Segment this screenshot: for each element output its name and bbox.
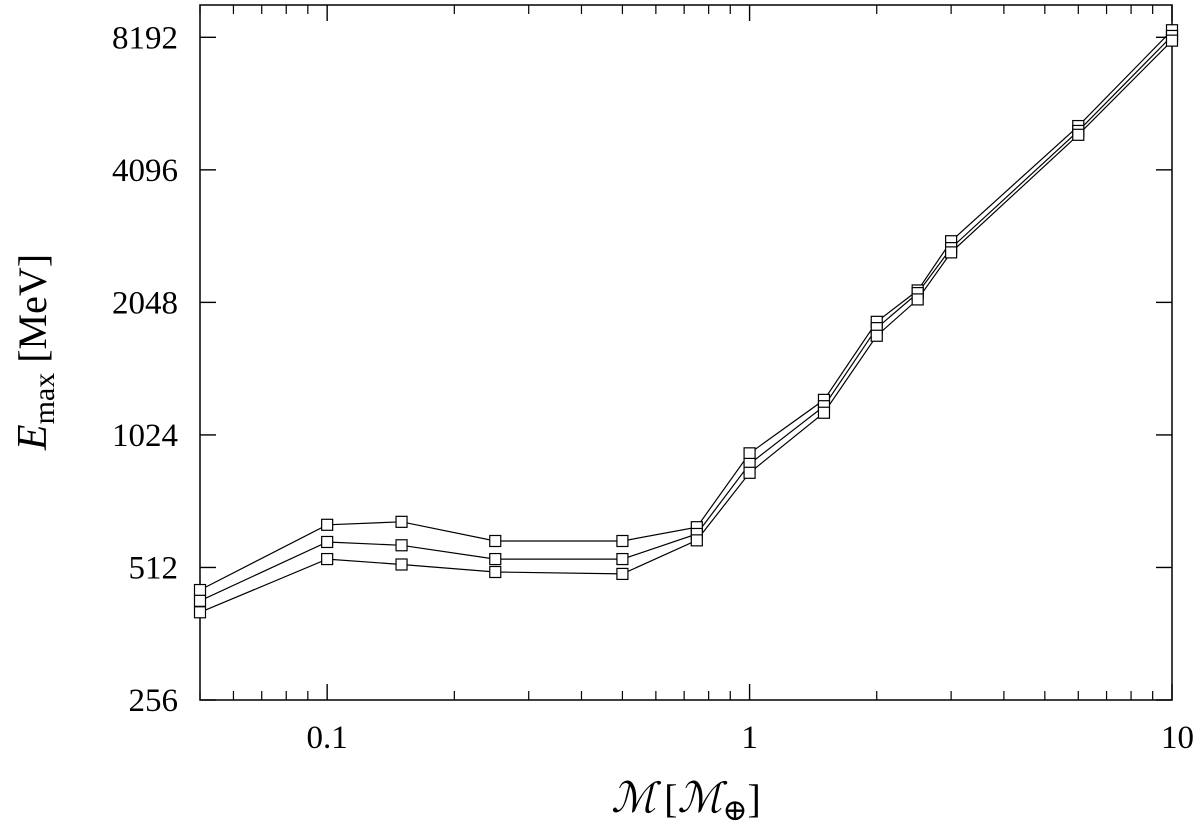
data-point	[321, 535, 334, 549]
data-point	[321, 518, 334, 531]
series-line-1	[199, 29, 1173, 591]
x-axis-label: ℳ [ℳ⊕]	[611, 776, 761, 827]
series-layer	[193, 24, 1179, 619]
data-point	[489, 534, 502, 548]
data-point	[489, 552, 502, 566]
data-point	[911, 293, 924, 306]
data-point	[193, 594, 207, 607]
series-line-3	[199, 40, 1173, 613]
series-line-2	[199, 35, 1173, 602]
data-point	[945, 246, 958, 259]
data-point	[690, 534, 703, 547]
data-point	[395, 558, 408, 571]
x-tick-label: 0.1	[307, 720, 348, 756]
data-point	[489, 565, 502, 579]
x-tick-label: 1	[741, 720, 758, 756]
data-point	[321, 552, 334, 566]
data-point	[193, 606, 207, 619]
data-point	[616, 552, 629, 566]
data-point	[616, 534, 629, 548]
y-axis-label: Emax[MeV]	[10, 254, 61, 451]
y-axis-ticks: 256 512 1024 2048 4096 8192	[112, 20, 1172, 719]
data-point	[395, 539, 408, 552]
y-tick-label: 8192	[112, 20, 178, 56]
y-tick-label: 4096	[112, 153, 178, 189]
y-tick-label: 1024	[112, 418, 178, 454]
data-point	[1072, 128, 1085, 141]
data-point	[817, 406, 831, 419]
plot-frame	[199, 4, 1173, 701]
x-tick-label: 10	[1161, 720, 1194, 756]
y-tick-label: 256	[129, 683, 179, 719]
data-point	[743, 466, 756, 479]
data-point	[1165, 34, 1179, 47]
data-point	[395, 515, 408, 528]
y-tick-label: 2048	[112, 285, 178, 321]
data-point	[193, 583, 207, 597]
y-tick-label: 512	[129, 550, 179, 586]
data-point	[616, 567, 629, 581]
x-axis-ticks: 0.1 1 10	[199, 5, 1194, 756]
data-point	[743, 447, 756, 460]
data-point	[870, 329, 883, 342]
